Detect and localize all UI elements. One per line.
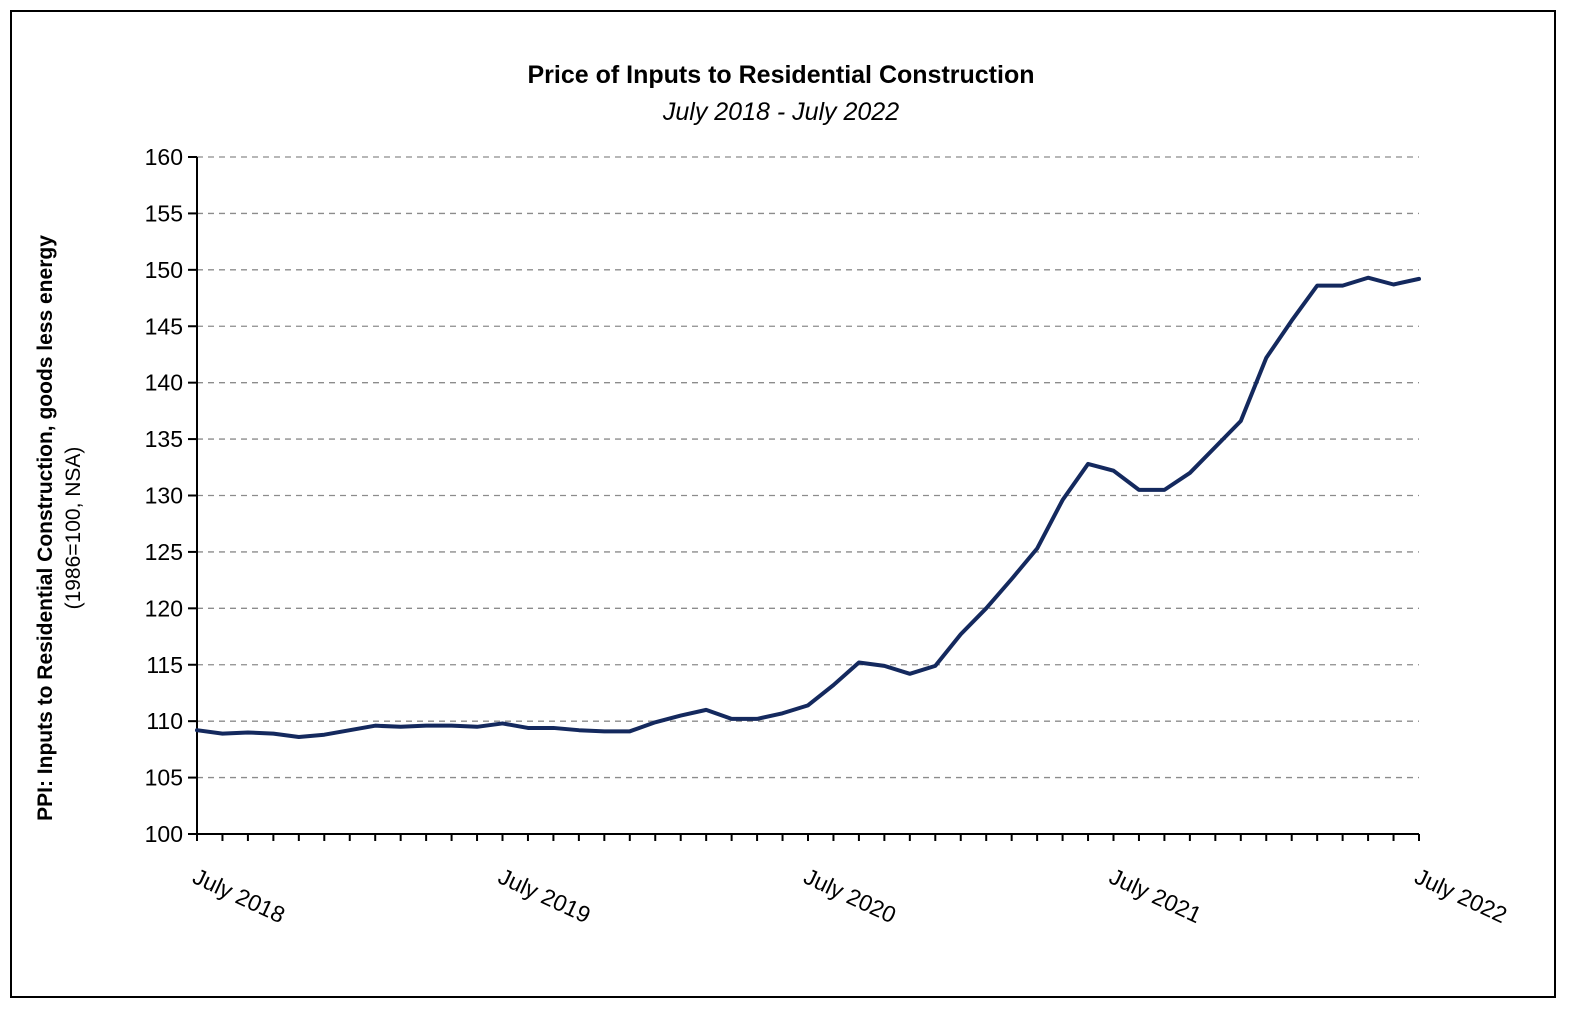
y-tick-label: 135: [145, 426, 183, 452]
x-tick-label: July 2018: [189, 863, 289, 928]
x-tick-label: July 2020: [800, 863, 900, 928]
y-tick-label: 155: [145, 200, 183, 226]
y-tick-label: 100: [145, 821, 183, 847]
y-tick-label: 110: [146, 708, 183, 734]
y-tick-label: 130: [145, 483, 183, 509]
x-tick-label: July 2019: [494, 863, 594, 928]
gridlines: [197, 156, 1419, 779]
y-axis-title-sub: (1986=100, NSA): [62, 447, 85, 610]
y-tick-label: 140: [145, 370, 183, 396]
y-axis-title-main: PPI: Inputs to Residential Construction,…: [34, 235, 57, 821]
y-tick-label: 115: [146, 652, 183, 678]
y-tick-label: 105: [145, 765, 183, 791]
y-axis-title: PPI: Inputs to Residential Construction,…: [34, 235, 85, 821]
y-tick-label: 160: [145, 144, 183, 170]
y-tick-label: 150: [145, 257, 183, 283]
x-tick-label: July 2021: [1105, 863, 1205, 928]
y-tick-label: 120: [145, 595, 183, 621]
y-tick-label: 125: [145, 539, 183, 565]
y-tick-label: 145: [145, 313, 183, 339]
chart-title: Price of Inputs to Residential Construct…: [528, 61, 1035, 89]
x-tick-label: July 2022: [1411, 863, 1511, 928]
chart-subtitle: July 2018 - July 2022: [662, 98, 899, 126]
x-axis-ticks: July 2018 July 2019 July 2020 July 2021 July…: [189, 834, 1511, 928]
series-line: [195, 275, 1421, 739]
y-axis-ticks: 100 105 110 115 120 125 130 135 140 145 150 155 160: [145, 144, 197, 847]
